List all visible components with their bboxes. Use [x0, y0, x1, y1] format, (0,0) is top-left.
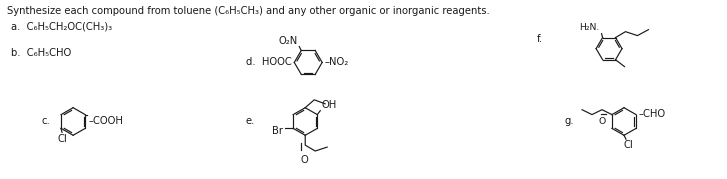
Text: c.: c. [41, 117, 50, 127]
Text: H₂N.: H₂N. [579, 23, 600, 32]
Text: f.: f. [537, 34, 542, 44]
Text: e.: e. [246, 117, 255, 127]
Text: b.  C₆H₅CHO: b. C₆H₅CHO [12, 48, 71, 58]
Text: O: O [599, 117, 606, 126]
Text: OH: OH [321, 100, 337, 110]
Text: g.: g. [564, 117, 574, 127]
Text: Br: Br [272, 126, 284, 136]
Text: a.  C₆H₅CH₂OC(CH₃)₃: a. C₆H₅CH₂OC(CH₃)₃ [12, 21, 113, 31]
Text: –CHO: –CHO [638, 109, 665, 119]
Text: O: O [300, 155, 308, 165]
Text: Synthesize each compound from toluene (C₆H₅CH₃) and any other organic or inorgan: Synthesize each compound from toluene (C… [7, 6, 490, 16]
Text: Cl: Cl [623, 140, 633, 150]
Text: Cl: Cl [57, 134, 67, 144]
Text: –NO₂: –NO₂ [324, 57, 348, 67]
Text: –COOH: –COOH [88, 115, 123, 125]
Text: O₂N: O₂N [278, 36, 297, 46]
Text: d.  HOOC: d. HOOC [246, 57, 292, 67]
